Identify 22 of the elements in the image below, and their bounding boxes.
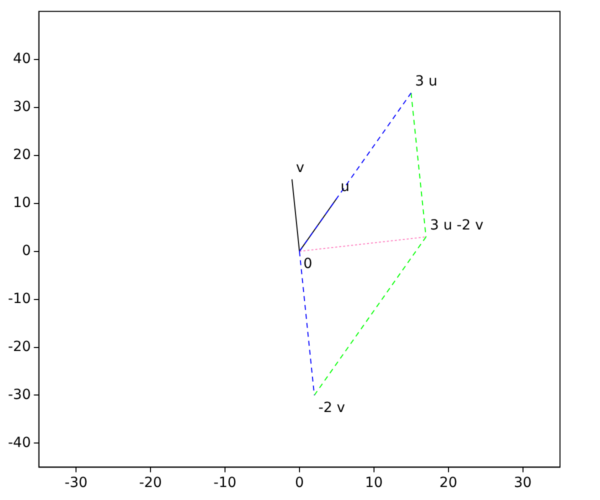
annotation: u: [340, 179, 350, 196]
y-tick-label: -40: [8, 434, 31, 451]
y-tick-label: -10: [8, 290, 31, 307]
y-tick-label: -20: [8, 338, 31, 355]
annotation: 0: [303, 256, 312, 272]
x-tick-label: -20: [139, 475, 162, 492]
annotation: 3 u: [415, 74, 438, 90]
y-tick-label: 0: [22, 242, 31, 259]
annotation: v: [296, 160, 304, 176]
y-tick-label: 20: [13, 146, 31, 163]
y-tick-label: 40: [13, 51, 31, 68]
x-tick-label: 30: [514, 475, 532, 492]
x-tick-label: -30: [64, 475, 88, 492]
y-tick-label: 30: [13, 99, 31, 115]
x-tick-label: 10: [364, 475, 383, 492]
x-tick-label: 20: [439, 475, 458, 492]
x-tick-label: -10: [214, 475, 236, 492]
y-tick-label: 10: [13, 194, 31, 211]
annotation: 3 u -2 v: [430, 218, 484, 234]
y-tick-label: -30: [8, 386, 31, 403]
annotation: -2 v: [318, 400, 346, 416]
x-tick-label: 0: [294, 475, 304, 492]
